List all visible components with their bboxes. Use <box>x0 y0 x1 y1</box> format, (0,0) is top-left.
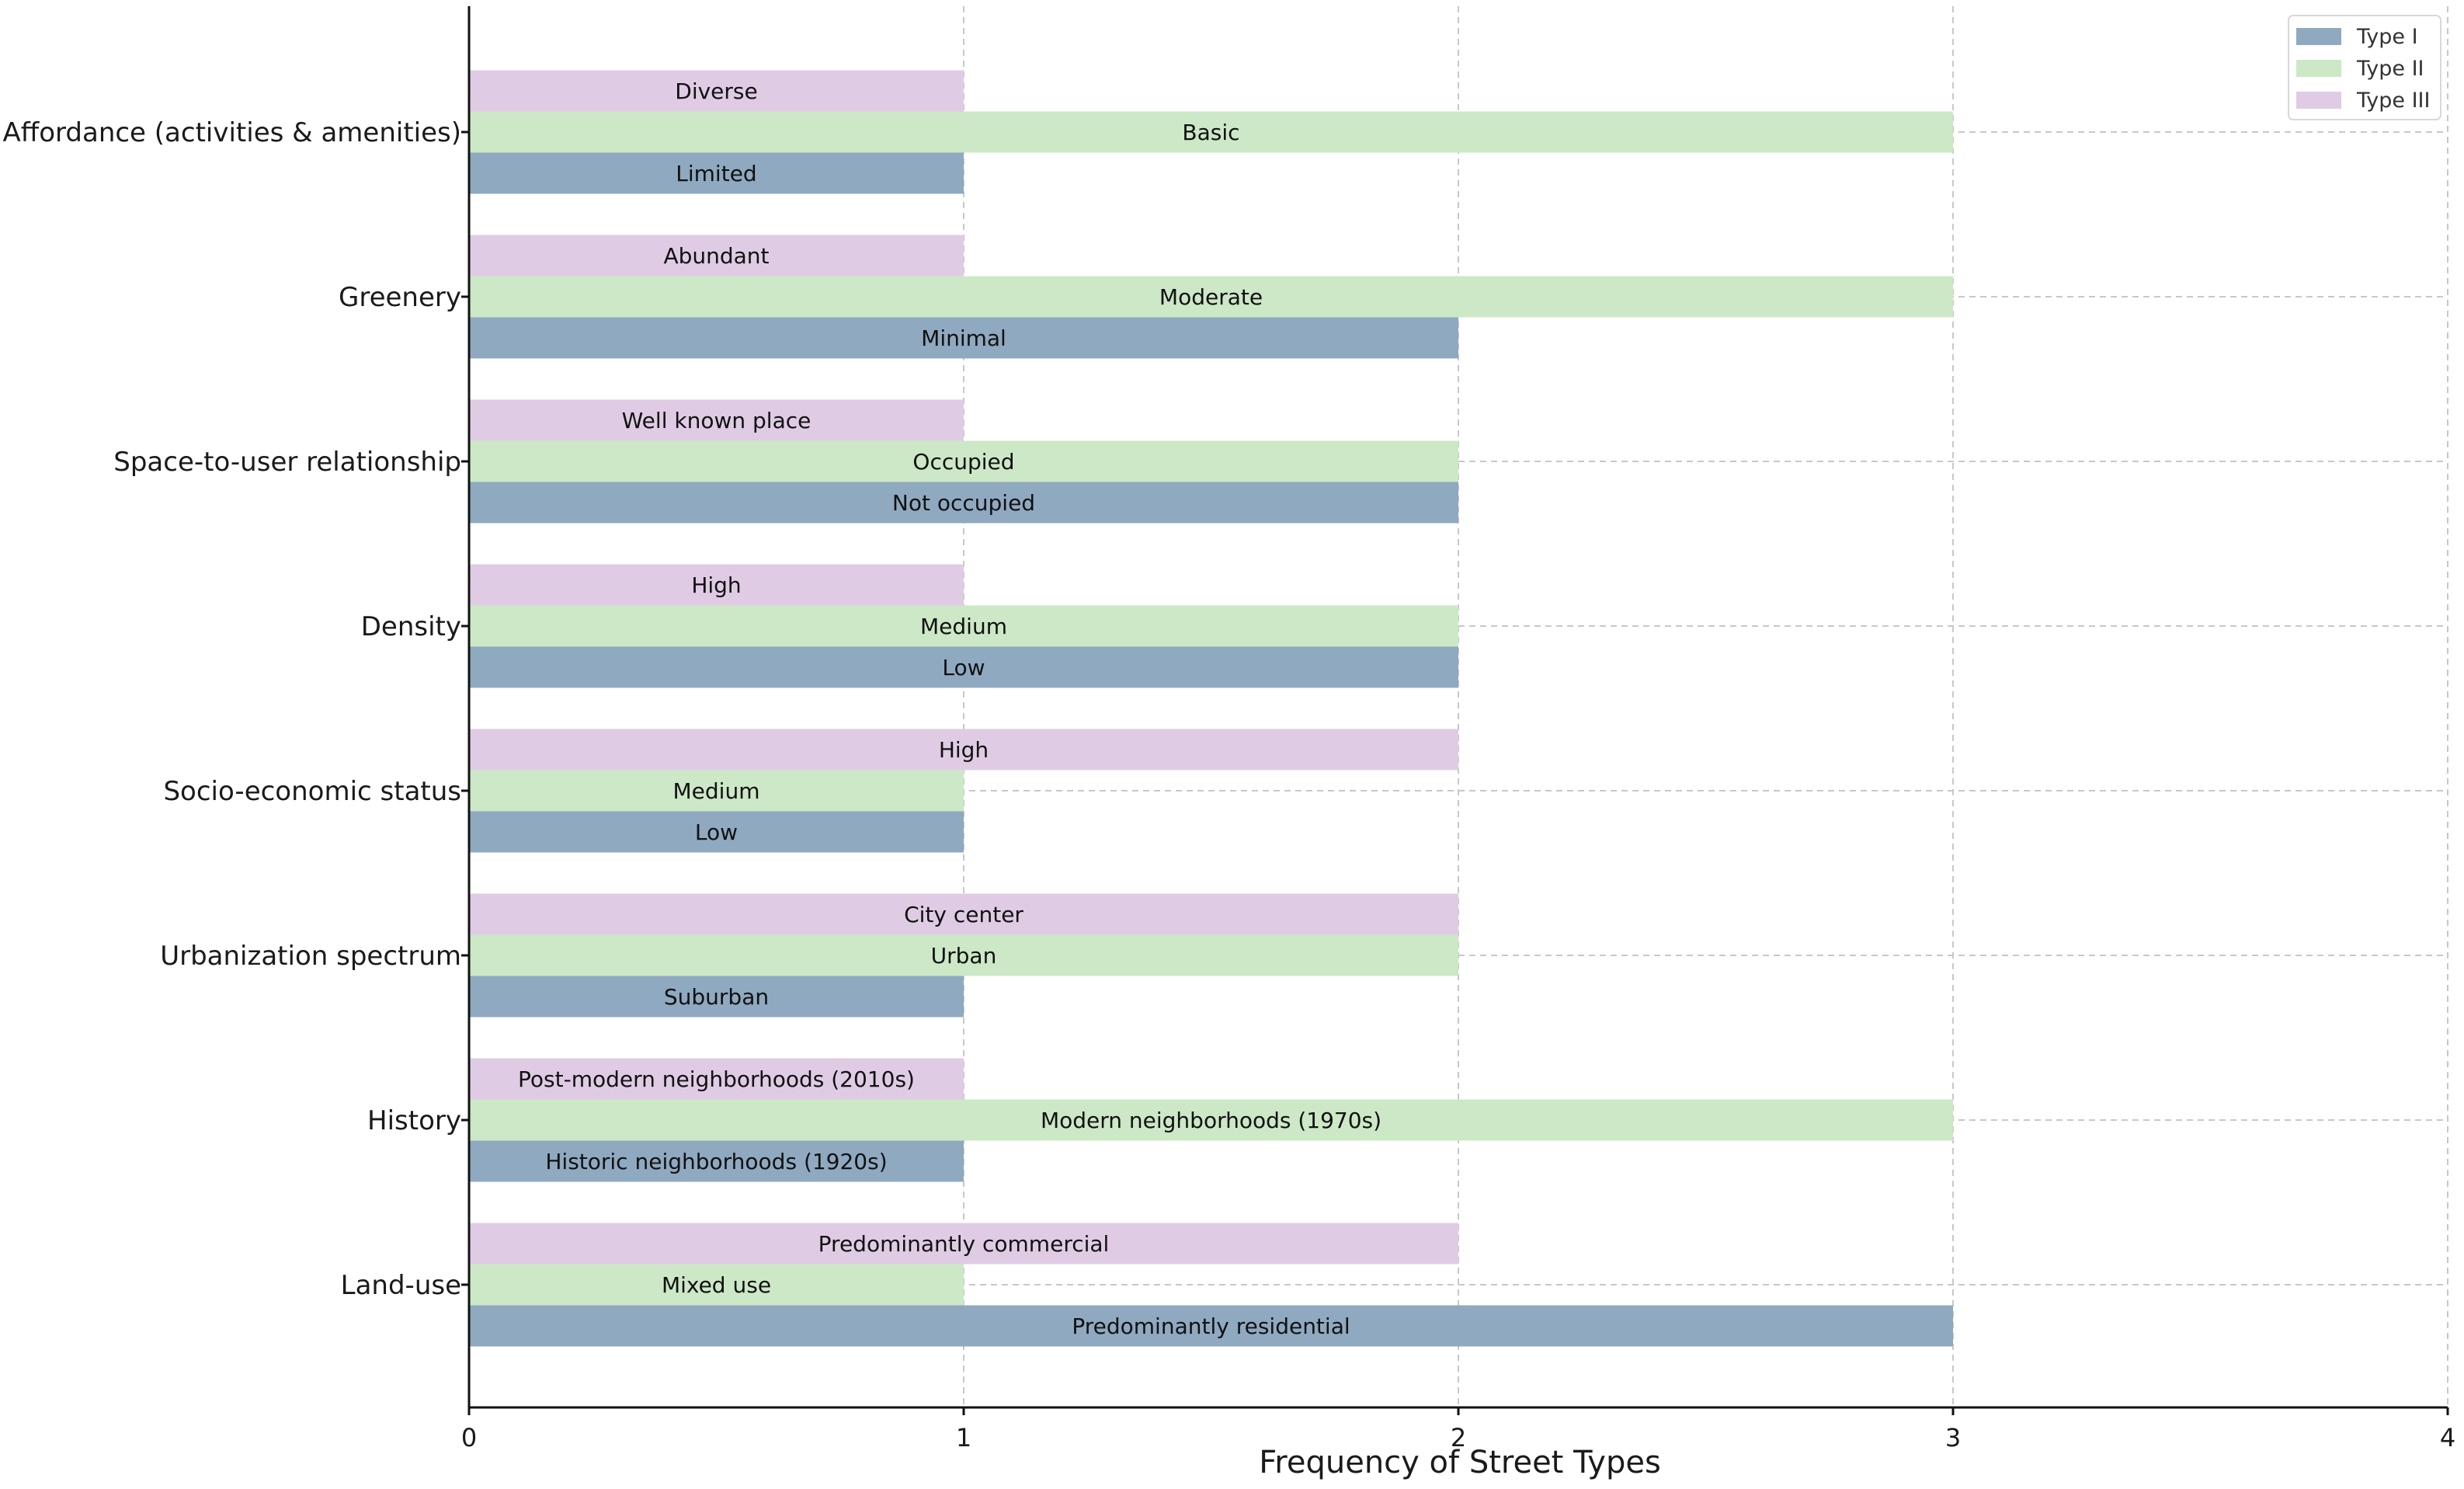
bar-type-i <box>469 976 964 1018</box>
bar-type-ii <box>469 111 1953 153</box>
bar-type-ii <box>469 1099 1953 1141</box>
bar-data-label: Low <box>695 819 738 845</box>
x-tick-label: 1 <box>956 1423 971 1452</box>
legend-label: Type II <box>2356 57 2424 81</box>
bar-type-iii <box>469 893 1458 935</box>
bar-data-label: Low <box>942 655 985 680</box>
bar-data-label: City center <box>904 902 1023 927</box>
bar-data-label: Occupied <box>912 449 1014 475</box>
category-labels: Affordance (activities & amenities) Green… <box>3 117 461 1301</box>
bar-type-i <box>469 482 1458 524</box>
category-label: Urbanization spectrum <box>160 941 461 972</box>
bar-data-label: Not occupied <box>892 490 1035 516</box>
bar-data-label: Medium <box>673 778 760 804</box>
x-tick-labels: 0 1 2 3 4 <box>461 1423 2455 1452</box>
bar-type-iii <box>469 235 964 277</box>
bar-type-ii <box>469 770 964 812</box>
category-label: Land-use <box>341 1270 461 1301</box>
bar-data-label: Basic <box>1182 120 1239 145</box>
bar-type-ii <box>469 934 1458 976</box>
category-label: Affordance (activities & amenities) <box>3 117 461 148</box>
x-tick-label: 3 <box>1945 1423 1961 1452</box>
bar-data-label: Limited <box>676 161 756 186</box>
bar-type-i <box>469 1140 964 1182</box>
bar-data-label: Medium <box>920 614 1007 639</box>
bar-data-label: Historic neighborhoods (1920s) <box>545 1149 887 1174</box>
bar-type-iii <box>469 399 964 441</box>
bar-data-label: Minimal <box>921 325 1006 351</box>
x-tick-label: 2 <box>1451 1423 1466 1452</box>
bar-data-label: Mixed use <box>662 1272 771 1298</box>
bars: Limited Minimal Not occupied Low Low Suburban… <box>469 70 1953 1347</box>
category-label: Space-to-user relationship <box>113 447 461 478</box>
legend-swatch <box>2296 60 2341 77</box>
bar-data-label: High <box>691 572 741 598</box>
bar-data-label: Modern neighborhoods (1970s) <box>1041 1108 1381 1133</box>
bar-type-i <box>469 646 1458 688</box>
bar-data-label: Abundant <box>663 243 769 269</box>
category-label: History <box>367 1105 461 1136</box>
bar-data-label: Moderate <box>1159 284 1263 310</box>
legend-label: Type III <box>2356 89 2431 113</box>
bar-type-iii <box>469 1058 964 1100</box>
bar-type-ii <box>469 440 1458 482</box>
legend-swatch <box>2296 92 2341 109</box>
bar-type-ii <box>469 276 1953 318</box>
bar-type-iii <box>469 564 964 606</box>
x-axis-title: Frequency of Street Types <box>1259 1445 1661 1480</box>
bar-type-i <box>469 811 964 853</box>
legend: Type I Type II Type III <box>2288 15 2441 120</box>
bar-type-i <box>469 152 964 194</box>
bar-type-iii <box>469 729 1458 771</box>
axes <box>461 6 2449 1415</box>
bar-data-label: Post-modern neighborhoods (2010s) <box>518 1066 915 1092</box>
bar-data-label: Predominantly residential <box>1072 1313 1350 1339</box>
bar-type-ii <box>469 1264 964 1306</box>
x-tick-label: 0 <box>461 1423 477 1452</box>
bar-type-ii <box>469 605 1458 647</box>
legend-swatch <box>2296 28 2341 45</box>
bar-data-label: Predominantly commercial <box>818 1231 1110 1257</box>
bar-type-iii <box>469 70 964 112</box>
category-label: Greenery <box>339 282 461 313</box>
bar-data-label: Urban <box>931 943 997 969</box>
bar-type-i <box>469 1305 1953 1347</box>
bar-data-label: Suburban <box>664 984 769 1010</box>
category-label: Density <box>361 611 461 642</box>
bar-data-label: Well known place <box>622 408 811 433</box>
category-label: Socio-economic status <box>163 776 461 807</box>
bar-data-label: High <box>939 737 989 763</box>
legend-label: Type I <box>2356 25 2418 49</box>
bar-type-i <box>469 317 1458 359</box>
bar-type-iii <box>469 1223 1458 1265</box>
x-tick-label: 4 <box>2440 1423 2455 1452</box>
bar-data-label: Diverse <box>675 78 757 104</box>
